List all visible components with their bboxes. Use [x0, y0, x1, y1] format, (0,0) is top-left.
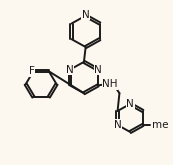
Text: N: N	[126, 99, 134, 109]
Text: N: N	[66, 65, 74, 75]
Text: N: N	[114, 120, 121, 130]
Text: N: N	[82, 10, 89, 20]
Text: me: me	[152, 120, 169, 130]
Text: N: N	[94, 65, 102, 75]
Text: NH: NH	[102, 79, 118, 89]
Text: F: F	[29, 66, 35, 76]
